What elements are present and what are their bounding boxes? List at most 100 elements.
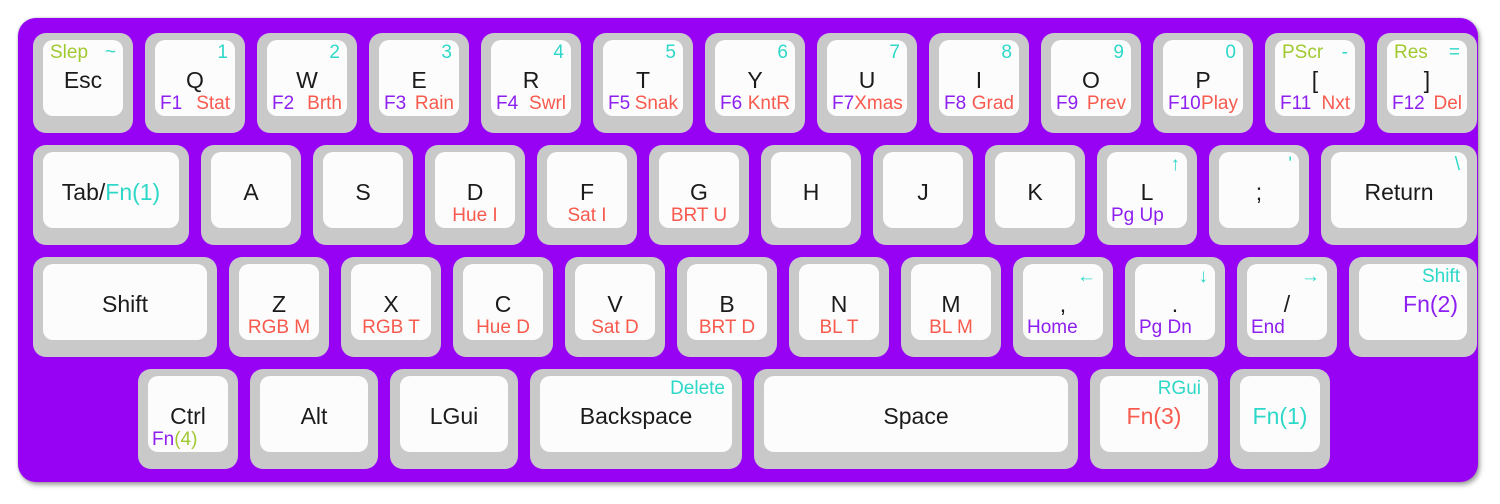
key-o[interactable]: 9 O F9 Prev [1041,33,1141,133]
key-right-shift[interactable]: Shift Fn(2) [1349,257,1477,357]
key-main-legend: Ctrl [148,402,228,429]
key-top-legends [575,264,655,293]
key-legend: 6 [777,42,788,63]
key-tab[interactable]: Tab/Fn(1) [33,145,189,245]
key-v[interactable]: V Sat D [565,257,665,357]
key-main-legend: Space [764,404,1068,428]
key-top-legends: 3 [379,40,459,69]
key-top-surface: X RGB T [351,264,431,340]
key-u[interactable]: 7 U F7 Xmas [817,33,917,133]
key-bottom-legend [211,204,291,228]
key-legend: Snak [634,93,678,114]
key-legend: F10 [1168,93,1201,114]
key-top-right-legend: ' [1288,154,1292,176]
key-fn1[interactable]: Fn(1) [1230,369,1330,469]
key-top-surface: S [323,152,403,228]
key-top-right-legend: 5 [665,42,676,64]
key-e[interactable]: 3 E F3 Rain [369,33,469,133]
key-right-bracket[interactable]: Res =] F12 Del [1377,33,1477,133]
key-top-surface: M BL M [911,264,991,340]
key-legend: F12 [1392,93,1425,114]
key-main-legend: Fn(2) [1359,292,1467,316]
key-p[interactable]: 0 P F10 Play [1153,33,1253,133]
key-top-surface: A [211,152,291,228]
key-main-legend: R [491,68,571,92]
key-left-shift[interactable]: Shift [33,257,217,357]
key-bottom-legend: Fn (4) [148,428,228,452]
key-c[interactable]: C Hue D [453,257,553,357]
key-a[interactable]: A [201,145,301,245]
key-comma[interactable]: ←, Home [1013,257,1113,357]
key-legend: ; [1255,178,1263,205]
key-s[interactable]: S [313,145,413,245]
key-legend: Del [1433,93,1462,114]
key-d[interactable]: D Hue I [425,145,525,245]
key-q[interactable]: 1 Q F1 Stat [145,33,245,133]
key-fn3[interactable]: RGui Fn(3) [1090,369,1218,469]
key-h[interactable]: H [761,145,861,245]
key-f[interactable]: F Sat I [537,145,637,245]
key-main-legend: Fn(3) [1100,404,1208,428]
key-x[interactable]: X RGB T [341,257,441,357]
key-top-legends: Res = [1387,40,1467,69]
key-legend: Fn(1) [1252,402,1308,429]
key-i[interactable]: 8 I F8 Grad [929,33,1029,133]
key-j[interactable]: J [873,145,973,245]
key-m[interactable]: M BL M [901,257,1001,357]
key-legend: Sat I [567,205,607,226]
key-top-surface: \ Return [1331,152,1467,228]
key-bottom-legend [1359,316,1467,340]
key-space[interactable]: Space [754,369,1078,469]
key-k[interactable]: K [985,145,1085,245]
key-main-legend: N [799,292,879,316]
key-legend: Ctrl [170,402,206,429]
key-ctrl[interactable]: Ctrl Fn (4) [138,369,238,469]
key-top-legends: PScr - [1275,40,1355,69]
key-main-legend: [ [1275,68,1355,92]
key-top-surface: Slep ~ Esc [43,40,123,116]
key-bottom-legend [1219,204,1299,228]
key-bottom-legend: F12 Del [1387,92,1467,116]
key-bottom-legend: F1 Stat [155,92,235,116]
key-legend: 9 [1113,42,1124,63]
key-main-legend: F [547,178,627,205]
key-y[interactable]: 6 Y F6 KntR [705,33,805,133]
key-bottom-legend [400,428,508,452]
key-main-legend: L [1107,180,1187,204]
key-legend: C [494,290,512,317]
key-backspace[interactable]: Delete Backspace [530,369,742,469]
key-g[interactable]: G BRT U [649,145,749,245]
key-return[interactable]: \ Return [1321,145,1477,245]
key-esc[interactable]: Slep ~ Esc [33,33,133,133]
key-top-right-legend: 0 [1225,42,1236,64]
key-r[interactable]: 4 R F4 Swrl [481,33,581,133]
key-period[interactable]: ↓. Pg Dn [1125,257,1225,357]
key-z[interactable]: Z RGB M [229,257,329,357]
key-top-surface: LGui [400,376,508,452]
key-lgui[interactable]: LGui [390,369,518,469]
key-left-bracket[interactable]: PScr -[F11 Nxt [1265,33,1365,133]
key-t[interactable]: 5 T F5 Snak [593,33,693,133]
key-legend: V [607,290,623,317]
key-legend: BL T [819,317,859,338]
key-n[interactable]: N BL T [789,257,889,357]
key-semicolon[interactable]: '; [1209,145,1309,245]
key-top-surface: Ctrl Fn (4) [148,376,228,452]
key-top-right-legend: Delete [670,378,725,400]
key-w[interactable]: 2 W F2 Brth [257,33,357,133]
key-top-legends: RGui [1100,376,1208,405]
key-main-legend: H [771,180,851,204]
key-bottom-legend [1331,204,1467,228]
key-bottom-legend: F10 Play [1163,92,1243,116]
key-legend: F [579,178,595,205]
key-slash[interactable]: → / End [1237,257,1337,357]
key-legend: F9 [1056,93,1079,114]
key-alt[interactable]: Alt [250,369,378,469]
key-legend: RGui [1157,378,1201,399]
key-legend: , [1059,290,1067,317]
key-legend: Shift [101,290,149,317]
key-l[interactable]: ↑ L Pg Up [1097,145,1197,245]
key-top-surface: K [995,152,1075,228]
key-legend: ] [1423,66,1431,93]
key-b[interactable]: B BRT D [677,257,777,357]
